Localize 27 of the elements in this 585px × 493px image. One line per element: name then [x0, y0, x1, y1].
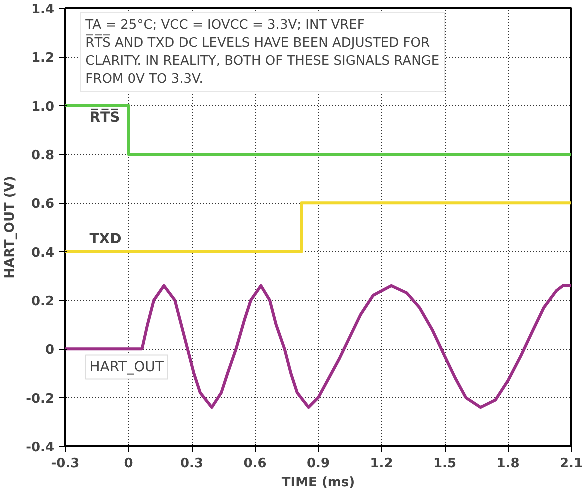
y-tick-label: 0: [45, 343, 54, 358]
y-tick-label: 0.6: [31, 197, 54, 212]
x-tick-label: 0: [124, 456, 134, 472]
x-tick-label: 0.9: [306, 456, 330, 472]
series-label: R̅T̅S̅: [90, 108, 120, 126]
annotation: R̅T̅S̅ AND TXD DC LEVELS HAVE BEEN ADJUSTED FOR CLARITY. IN REALITY, BOTH OF THESE SIGNALS RANGE FROM 0V TO 3.3V.: [86, 34, 440, 87]
y-axis-title: HART_OUT (V): [3, 176, 18, 279]
y-tick-label: 0.2: [31, 294, 54, 310]
x-tick-label: 0.6: [244, 456, 267, 472]
x-tick-label: 1.8: [496, 456, 520, 472]
series-label: HART_OUT: [90, 359, 164, 376]
x-tick-label: -0.3: [51, 456, 80, 472]
x-tick-label: 1.5: [433, 456, 457, 472]
x-axis-title: TIME (ms): [282, 476, 356, 490]
x-tick-label: 0.3: [180, 456, 204, 472]
y-tick-label: 0.4: [31, 246, 54, 261]
y-tick-label: -0.4: [26, 440, 55, 456]
y-tick-label: 0.8: [31, 148, 54, 164]
y-tick-label: 1.4: [31, 2, 54, 18]
y-tick-label: 1.0: [31, 100, 54, 115]
line-series: [66, 284, 572, 410]
y-tick-label: -0.2: [26, 392, 55, 407]
series-label: TXD: [90, 232, 122, 248]
annotation: TA = 25°C; VCC = IOVCC = 3.3V; INT VREF: [84, 18, 365, 33]
y-tick-label: 1.2: [31, 51, 54, 66]
x-tick-label: 1.2: [370, 456, 394, 472]
x-tick-label: 2.1: [560, 456, 584, 472]
